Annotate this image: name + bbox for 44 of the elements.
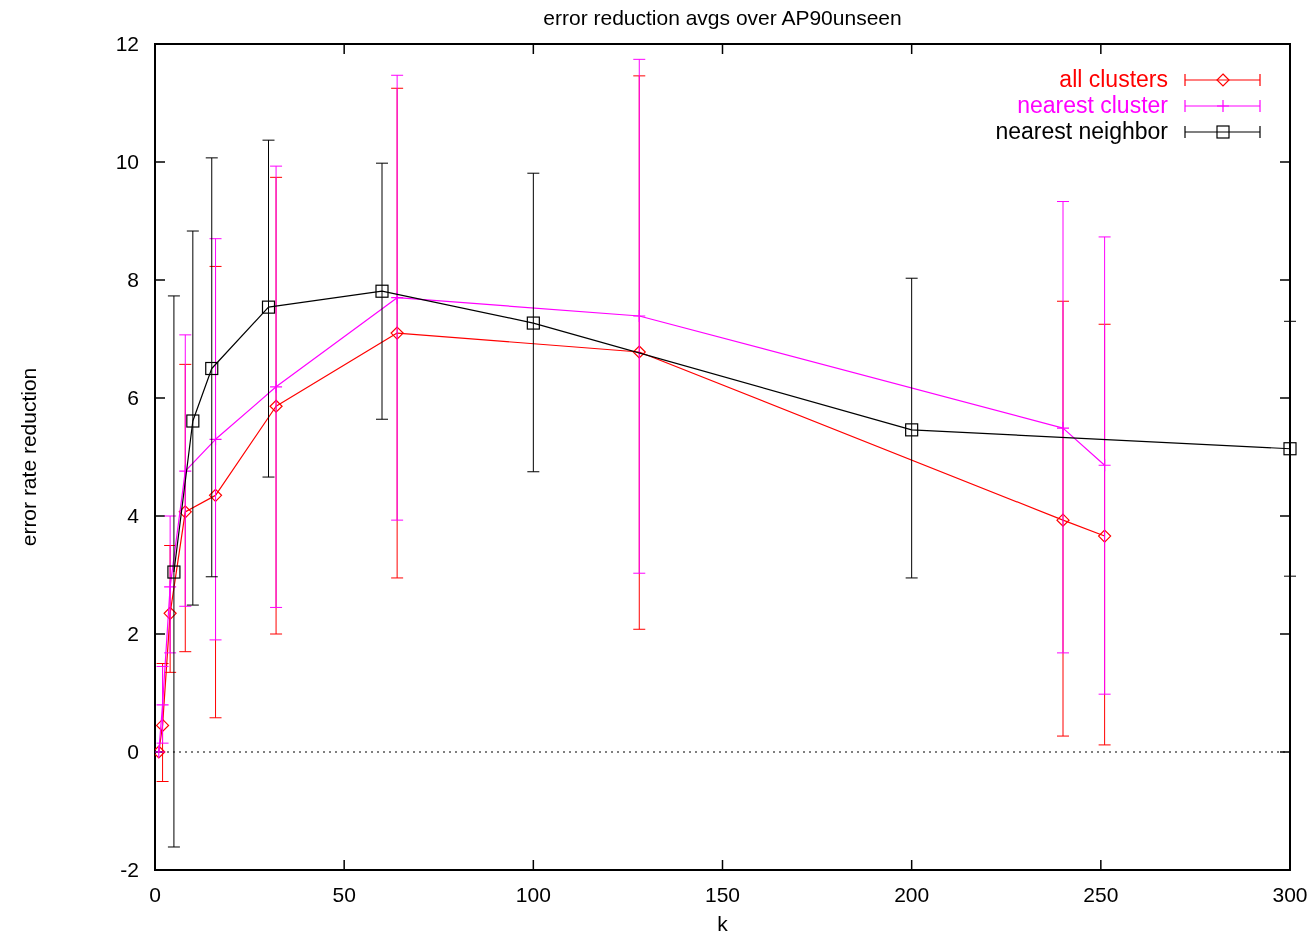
point (1283, 442, 1297, 456)
point (526, 316, 540, 330)
point (178, 505, 192, 519)
chart-title: error reduction avgs over AP90unseen (543, 6, 902, 29)
point (632, 309, 646, 323)
point (163, 580, 177, 594)
x-tick-label: 250 (1083, 883, 1119, 906)
point (1056, 421, 1070, 435)
point (1056, 513, 1070, 527)
point (205, 361, 219, 376)
point (1098, 529, 1112, 543)
y-tick-label: 6 (127, 386, 139, 409)
x-tick-label: 300 (1272, 883, 1308, 906)
y-tick-label: 4 (127, 504, 140, 527)
point (1098, 458, 1112, 472)
y-tick-label: -2 (120, 858, 139, 881)
y-axis-title: error rate reduction (17, 367, 40, 547)
x-tick-label: 50 (332, 883, 356, 906)
x-tick-label: 150 (704, 883, 741, 906)
point (163, 606, 177, 620)
legend-label: all clusters (1059, 66, 1168, 92)
point (390, 326, 404, 340)
x-axis-title: k (717, 912, 729, 935)
legend-label: nearest neighbor (995, 118, 1169, 144)
point (269, 399, 283, 413)
point (261, 300, 276, 314)
x-tick-label: 100 (515, 883, 551, 906)
y-tick-label: 0 (127, 740, 139, 763)
y-tick-label: 10 (115, 150, 139, 173)
x-tick-label: 200 (894, 883, 930, 906)
legend-label: nearest cluster (1017, 92, 1169, 118)
point (269, 380, 283, 394)
y-tick-label: 8 (127, 268, 139, 291)
point (632, 345, 646, 359)
x-tick-label: 0 (149, 883, 161, 906)
point (375, 284, 389, 298)
point (167, 565, 181, 579)
y-tick-label: 2 (127, 622, 139, 645)
y-tick-label: 12 (115, 32, 139, 55)
point (208, 488, 223, 502)
point (390, 291, 404, 305)
point (208, 432, 223, 446)
point (905, 423, 919, 437)
point (186, 414, 200, 428)
